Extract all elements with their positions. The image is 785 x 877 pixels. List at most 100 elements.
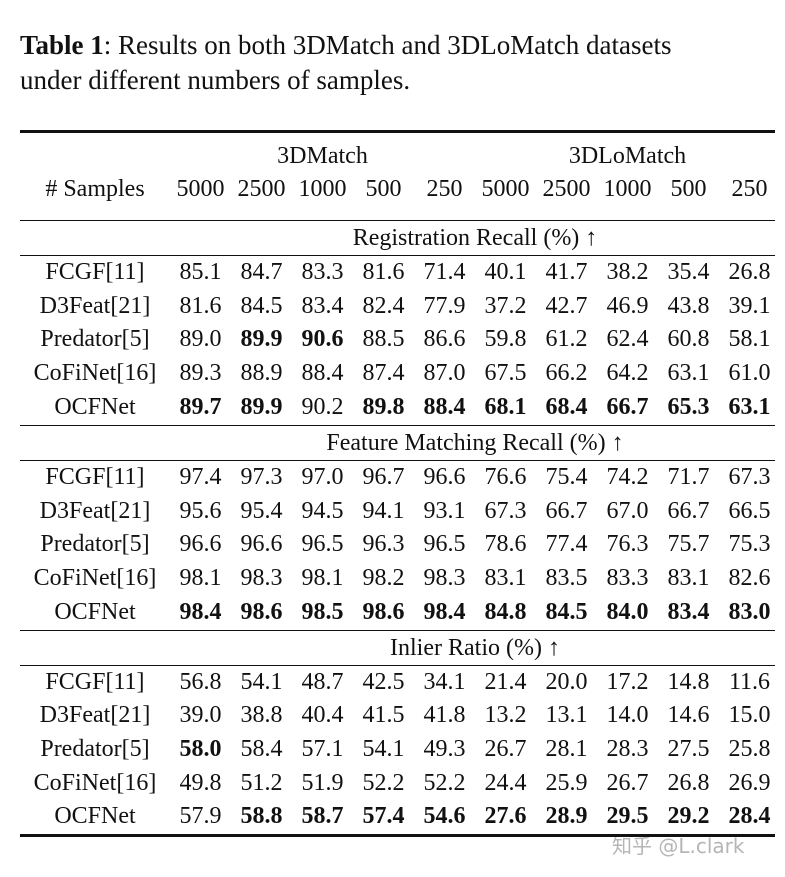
section-title: Registration Recall (%) ↑ (352, 225, 598, 251)
value-cell: 83.0 (728, 598, 771, 625)
value-cell: 15.0 (728, 702, 771, 729)
value-cell: 29.2 (667, 803, 710, 830)
value-cell: 13.1 (545, 702, 588, 729)
sample-header: 1000 (603, 176, 652, 202)
section-title: Feature Matching Recall (%) ↑ (326, 429, 624, 456)
value-cell: 68.1 (484, 393, 527, 420)
table-rule (20, 255, 775, 257)
value-cell: 42.7 (545, 292, 588, 319)
value-cell: 41.5 (362, 702, 405, 729)
value-cell: 83.3 (606, 564, 649, 591)
value-cell: 85.1 (179, 259, 222, 285)
value-cell: 96.3 (362, 531, 405, 558)
value-cell: 61.2 (545, 326, 588, 353)
value-cell: 96.6 (423, 463, 466, 490)
caption-text: : Results on both 3DMatch and 3DLoMatch … (103, 30, 672, 60)
value-cell: 77.9 (423, 292, 466, 319)
value-cell: 84.7 (240, 259, 283, 285)
value-cell: 84.8 (484, 598, 527, 625)
value-cell: 84.5 (545, 598, 588, 625)
value-cell: 49.8 (179, 769, 222, 796)
value-cell: 29.5 (606, 803, 649, 830)
value-cell: 61.0 (728, 360, 771, 387)
method-name: OCFNet (54, 598, 136, 625)
method-name: CoFiNet[16] (33, 564, 157, 591)
value-cell: 67.5 (484, 360, 527, 387)
section-title: Inlier Ratio (%) ↑ (390, 634, 560, 661)
value-cell: 39.1 (728, 292, 771, 319)
sample-header: 2500 (237, 176, 286, 202)
value-cell: 58.7 (301, 803, 344, 830)
value-cell: 83.5 (545, 564, 588, 591)
value-cell: 26.8 (667, 769, 710, 796)
value-cell: 89.8 (362, 393, 405, 420)
value-cell: 81.6 (362, 259, 405, 285)
value-cell: 98.4 (423, 598, 466, 625)
value-cell: 95.6 (179, 497, 222, 524)
value-cell: 96.7 (362, 463, 405, 490)
value-cell: 24.4 (484, 769, 527, 796)
value-cell: 52.2 (362, 769, 405, 796)
value-cell: 43.8 (667, 292, 710, 319)
method-name: FCGF[11] (45, 463, 145, 490)
value-cell: 41.8 (423, 702, 466, 729)
value-cell: 49.3 (423, 736, 466, 762)
value-cell: 51.2 (240, 769, 283, 796)
caption-label: Table 1 (20, 30, 104, 60)
method-name: D3Feat[21] (39, 292, 151, 319)
value-cell: 98.6 (362, 598, 405, 625)
value-cell: 75.7 (667, 531, 710, 558)
value-cell: 75.4 (545, 463, 588, 490)
value-cell: 26.7 (484, 736, 527, 762)
sample-header: 250 (426, 176, 463, 202)
value-cell: 89.3 (179, 360, 222, 387)
value-cell: 89.0 (179, 326, 222, 353)
value-cell: 83.1 (484, 564, 527, 591)
value-cell: 38.8 (240, 702, 283, 729)
value-cell: 58.8 (240, 803, 283, 830)
value-cell: 58.4 (240, 736, 283, 762)
sample-header: 5000 (176, 176, 225, 202)
value-cell: 67.0 (606, 497, 649, 524)
value-cell: 98.5 (301, 598, 344, 625)
value-cell: 57.1 (301, 736, 344, 762)
value-cell: 96.6 (240, 531, 283, 558)
value-cell: 40.4 (301, 702, 344, 729)
value-cell: 14.8 (667, 668, 710, 695)
sample-header: 500 (365, 176, 402, 202)
group-header: 3DLoMatch (568, 143, 687, 169)
value-cell: 94.5 (301, 497, 344, 524)
value-cell: 26.9 (728, 769, 771, 796)
value-cell: 11.6 (728, 668, 771, 695)
value-cell: 71.4 (423, 259, 466, 285)
value-cell: 58.0 (179, 736, 222, 762)
value-cell: 81.6 (179, 292, 222, 319)
value-cell: 57.9 (179, 803, 222, 830)
value-cell: 76.6 (484, 463, 527, 490)
value-cell: 84.0 (606, 598, 649, 625)
value-cell: 82.4 (362, 292, 405, 319)
value-cell: 62.4 (606, 326, 649, 353)
value-cell: 83.1 (667, 564, 710, 591)
value-cell: 89.9 (240, 326, 283, 353)
value-cell: 41.7 (545, 259, 588, 285)
value-cell: 71.7 (667, 463, 710, 490)
value-cell: 56.8 (179, 668, 222, 695)
sample-header: 500 (670, 176, 707, 202)
value-cell: 66.7 (667, 497, 710, 524)
value-cell: 52.2 (423, 769, 466, 796)
value-cell: 83.3 (301, 259, 344, 285)
value-cell: 28.4 (728, 803, 771, 830)
value-cell: 98.2 (362, 564, 405, 591)
value-cell: 66.7 (606, 393, 649, 420)
value-cell: 88.4 (423, 393, 466, 420)
value-cell: 88.9 (240, 360, 283, 387)
value-cell: 89.9 (240, 393, 283, 420)
value-cell: 25.8 (728, 736, 771, 762)
value-cell: 54.1 (362, 736, 405, 762)
value-cell: 88.4 (301, 360, 344, 387)
value-cell: 90.6 (301, 326, 344, 353)
method-name: Predator[5] (40, 531, 150, 558)
method-name: Predator[5] (40, 326, 150, 353)
caption-line: Table 1: Results on both 3DMatch and 3DL… (20, 27, 671, 63)
